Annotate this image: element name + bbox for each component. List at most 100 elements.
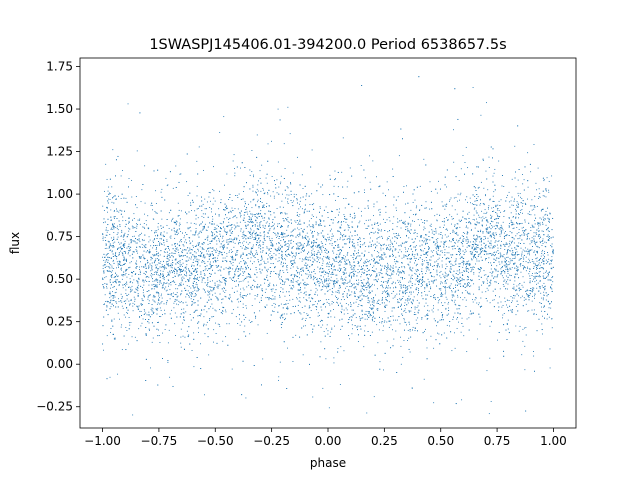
- data-point: [274, 298, 276, 300]
- data-point: [392, 297, 394, 299]
- data-point: [365, 245, 367, 247]
- data-point: [399, 280, 401, 282]
- data-point: [126, 294, 128, 296]
- data-point: [188, 257, 190, 259]
- data-point: [237, 268, 239, 270]
- data-point: [145, 312, 147, 314]
- data-point: [390, 266, 392, 268]
- data-point: [326, 279, 328, 281]
- data-point: [180, 230, 182, 232]
- data-point: [468, 220, 470, 222]
- data-point: [465, 239, 467, 241]
- data-point: [389, 268, 391, 270]
- data-point: [465, 290, 467, 291]
- data-point: [218, 279, 220, 281]
- data-point: [547, 230, 549, 232]
- data-point: [516, 206, 518, 208]
- data-point: [449, 270, 451, 272]
- data-point: [300, 245, 302, 247]
- data-point: [304, 325, 306, 327]
- data-point: [366, 271, 368, 272]
- data-point: [348, 225, 350, 226]
- data-point: [151, 314, 153, 316]
- data-point: [109, 193, 111, 195]
- data-point: [278, 249, 280, 250]
- data-point: [238, 338, 240, 340]
- data-point: [173, 272, 175, 274]
- data-point: [255, 231, 257, 233]
- data-point: [414, 254, 416, 256]
- data-point: [509, 274, 511, 276]
- data-point: [136, 207, 138, 209]
- data-point: [462, 279, 464, 281]
- data-point: [509, 240, 511, 242]
- data-point: [197, 242, 199, 244]
- data-point: [528, 290, 530, 291]
- data-point: [244, 263, 246, 264]
- data-point: [296, 215, 298, 216]
- data-point: [136, 225, 138, 227]
- data-point: [176, 292, 178, 294]
- data-point: [333, 283, 335, 285]
- data-point: [533, 266, 535, 268]
- data-point: [449, 233, 451, 234]
- data-point: [378, 232, 379, 234]
- data-point: [344, 207, 346, 209]
- data-point: [399, 323, 401, 325]
- data-point: [402, 356, 404, 358]
- data-point: [468, 268, 470, 270]
- data-point: [530, 227, 532, 229]
- data-point: [483, 218, 485, 219]
- data-point: [471, 253, 473, 255]
- data-point: [378, 252, 380, 254]
- data-point: [512, 216, 514, 218]
- data-point: [409, 232, 411, 234]
- data-point: [403, 272, 405, 274]
- data-point: [122, 275, 124, 277]
- data-point: [113, 228, 115, 230]
- data-point: [269, 285, 271, 287]
- data-point: [548, 316, 550, 318]
- data-point: [520, 297, 522, 299]
- data-point: [375, 268, 377, 270]
- data-point: [463, 335, 465, 337]
- data-point: [308, 274, 310, 276]
- data-point: [518, 195, 520, 197]
- data-point: [466, 279, 468, 281]
- data-point: [263, 235, 265, 237]
- data-point: [108, 293, 110, 295]
- data-point: [188, 259, 190, 261]
- data-point: [141, 232, 142, 234]
- data-point: [384, 310, 386, 312]
- data-point: [403, 266, 405, 267]
- data-point: [396, 226, 398, 228]
- data-point: [535, 232, 537, 234]
- data-point: [207, 282, 209, 284]
- data-point: [351, 324, 353, 326]
- data-point: [538, 225, 540, 227]
- data-point: [137, 306, 138, 308]
- data-point: [396, 209, 397, 211]
- data-point: [533, 355, 535, 357]
- data-point: [449, 325, 450, 327]
- data-point: [543, 277, 545, 279]
- data-point: [223, 222, 225, 224]
- data-point: [296, 281, 298, 283]
- data-point: [488, 253, 490, 255]
- data-point: [533, 278, 534, 280]
- data-point: [360, 246, 362, 248]
- data-point: [461, 256, 463, 258]
- data-point: [195, 256, 197, 258]
- data-point: [104, 237, 106, 239]
- data-point: [505, 231, 506, 232]
- data-point: [158, 321, 159, 323]
- data-point: [184, 336, 186, 338]
- data-point: [499, 228, 501, 230]
- data-point: [551, 175, 553, 177]
- data-point: [321, 279, 323, 281]
- data-point: [492, 232, 494, 234]
- data-point: [180, 328, 182, 330]
- data-point: [335, 274, 337, 276]
- data-point: [539, 238, 540, 240]
- data-point: [313, 269, 315, 271]
